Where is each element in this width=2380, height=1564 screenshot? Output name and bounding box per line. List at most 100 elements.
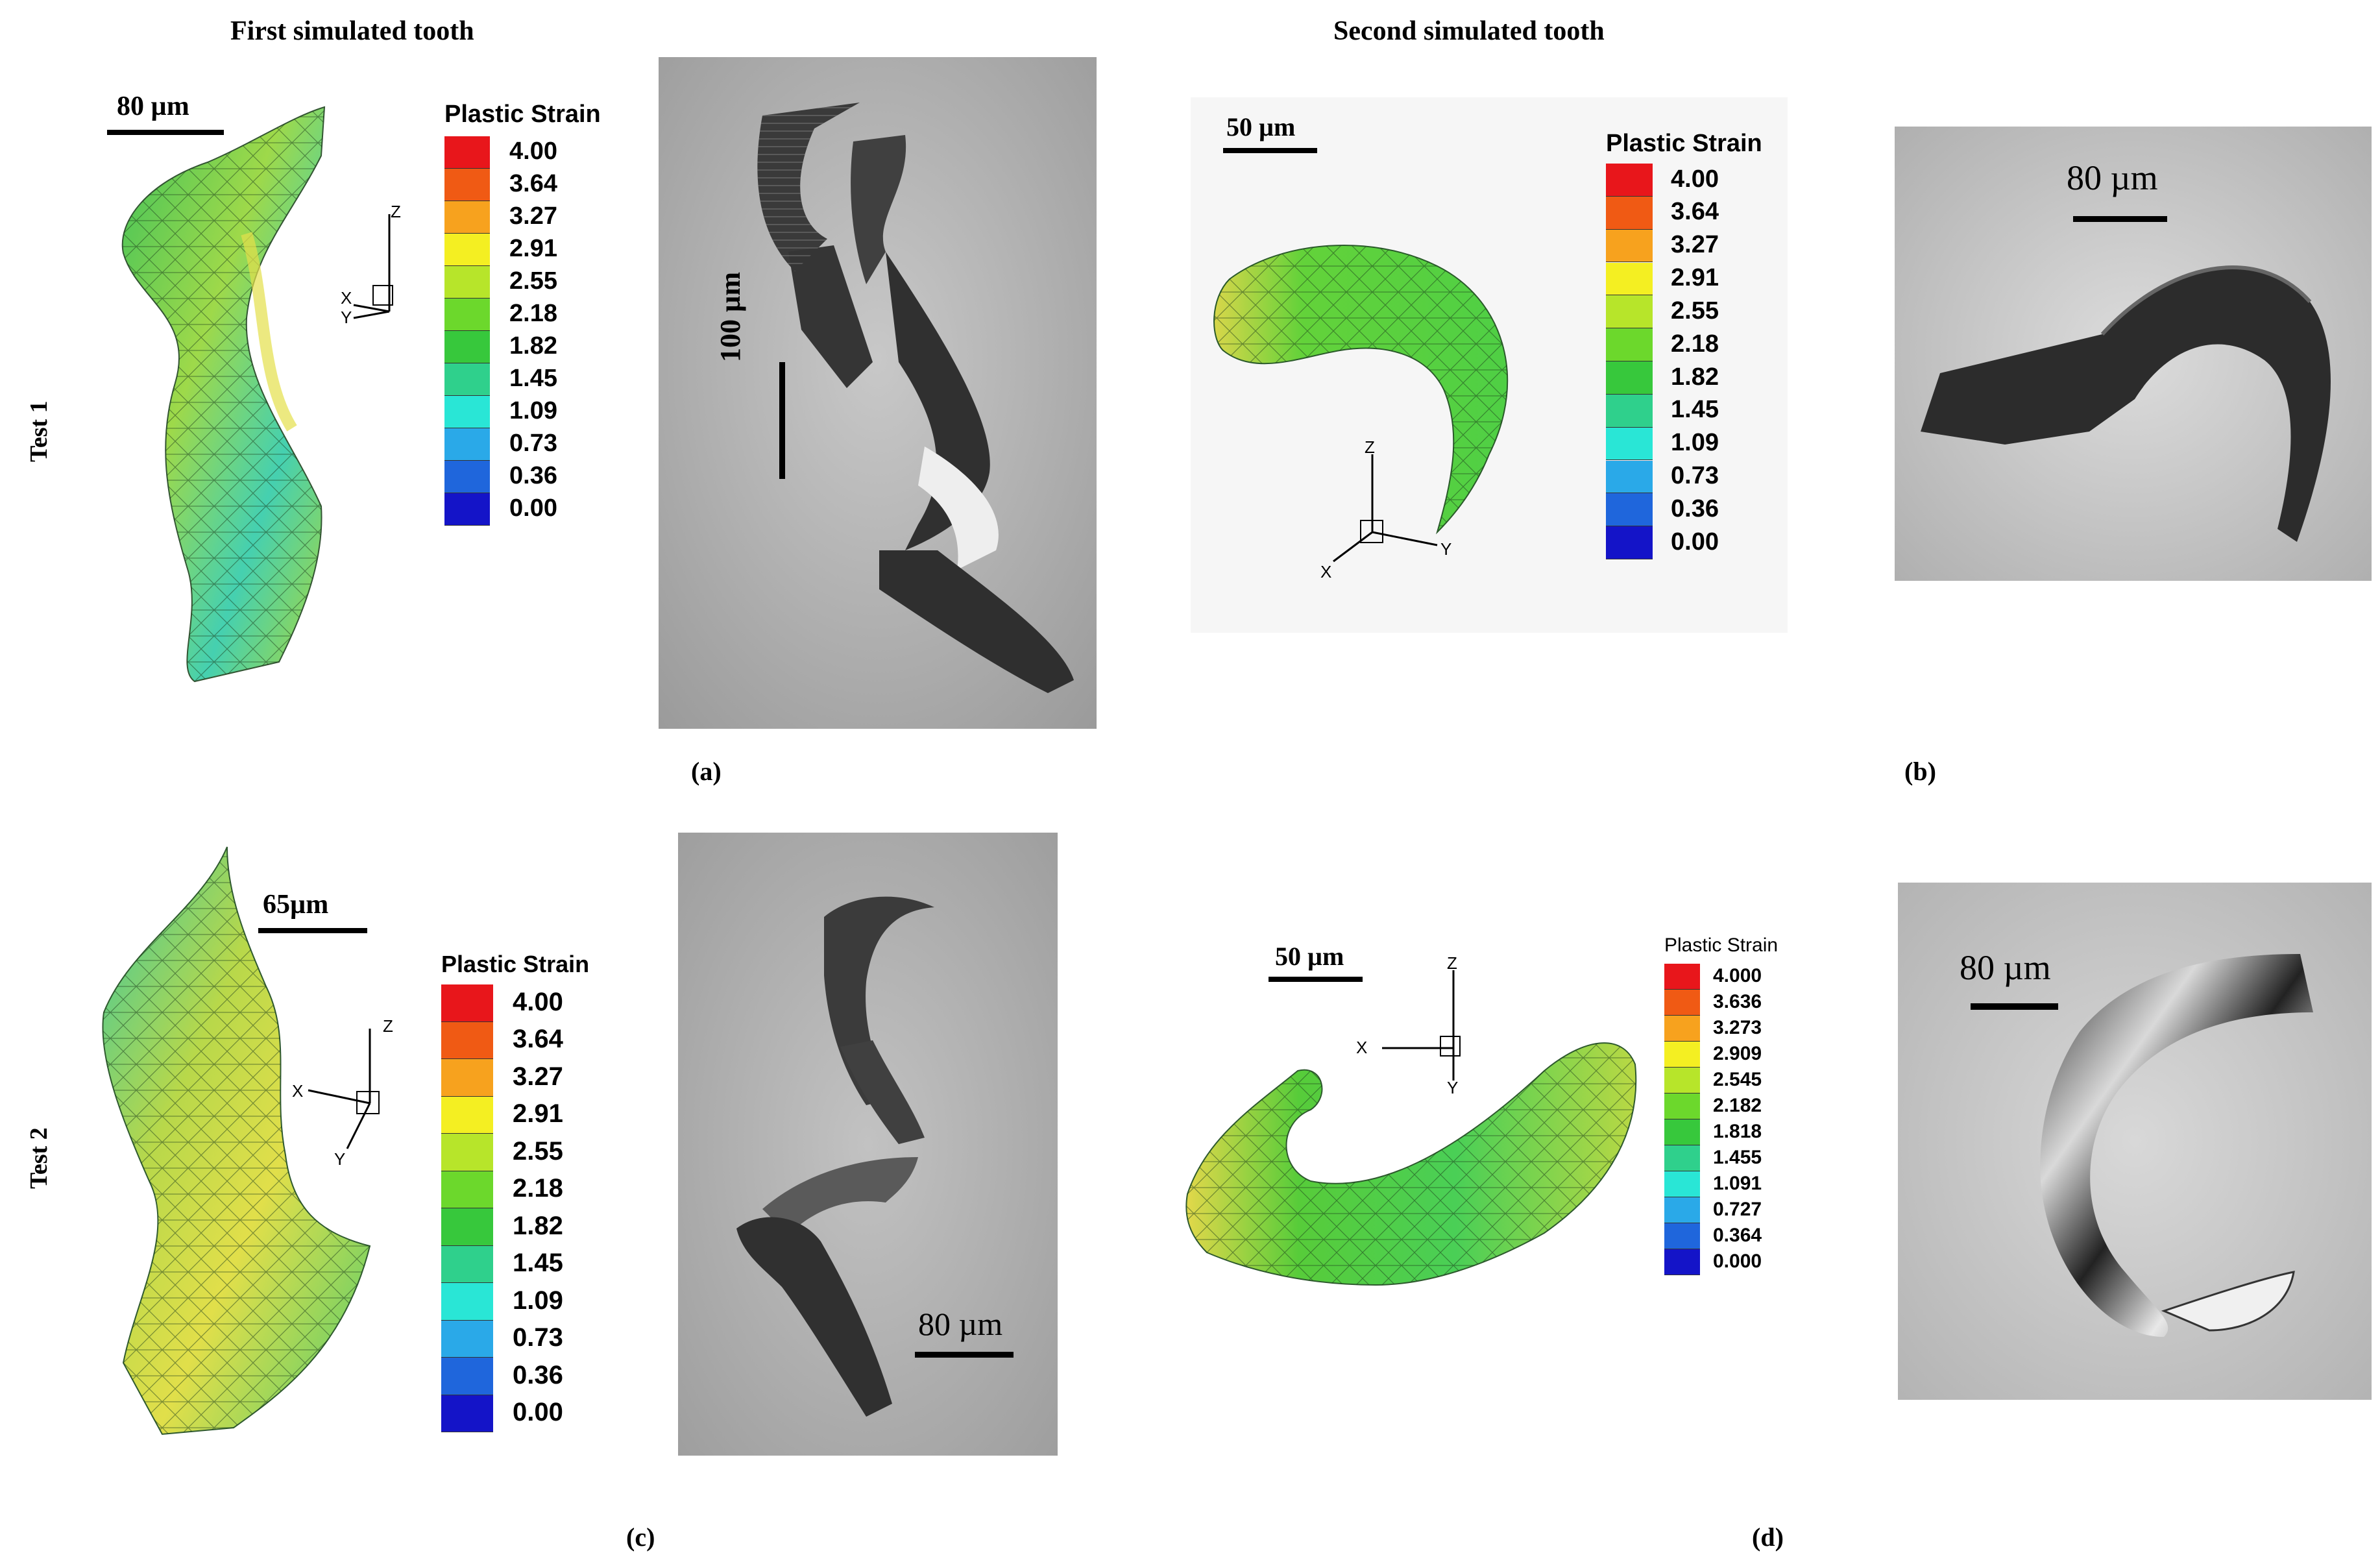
legend-value: 0.00 — [513, 1398, 563, 1427]
scale-label-d-sim: 50 µm — [1275, 942, 1344, 971]
legend-colorbar-a — [444, 136, 490, 526]
legend-value: 1.09 — [513, 1286, 563, 1315]
legend-value: 2.91 — [513, 1099, 563, 1129]
legend-swatch — [1606, 229, 1653, 263]
scale-label-b-photo: 80 µm — [2067, 158, 2158, 197]
axis-triad-b: Z Y X — [1320, 437, 1451, 581]
legend-swatch — [1606, 427, 1653, 461]
scale-bar-d-photo — [1971, 1003, 2058, 1010]
axis-y-label-a: Y — [341, 308, 352, 327]
panel-label-d: (d) — [1752, 1522, 1784, 1552]
legend-value: 1.82 — [509, 332, 557, 360]
legend-value: 0.36 — [513, 1360, 563, 1389]
axis-z-label-a: Z — [391, 202, 401, 221]
legend-swatch — [1664, 1119, 1700, 1145]
legend-colorbar-d — [1664, 964, 1700, 1275]
legend-value: 2.545 — [1713, 1069, 1762, 1090]
legend-swatch — [1606, 361, 1653, 395]
legend-value: 3.64 — [513, 1025, 563, 1054]
legend-value: 1.455 — [1713, 1147, 1762, 1168]
chip-photo-b — [1895, 127, 2372, 581]
photo-a: 100 µm — [659, 57, 1097, 729]
legend-b: Plastic Strain 4.00 3.64 3.27 2.91 2.55 2.18 1… — [1606, 130, 1788, 597]
row-label-test2: Test 2 — [25, 1127, 53, 1189]
legend-d: Plastic Strain 4.000 3.636 3.273 2.909 2.545… — [1664, 935, 1833, 1285]
legend-value: 1.82 — [513, 1211, 563, 1240]
simulated-chip-a — [121, 106, 326, 683]
legend-swatch — [444, 363, 490, 396]
legend-swatch — [441, 1208, 493, 1246]
scale-label-c-photo: 80 µm — [918, 1306, 1003, 1342]
photo-b: 80 µm — [1895, 127, 2372, 581]
chip-photo-d — [1898, 883, 2372, 1400]
legend-swatch — [441, 1096, 493, 1134]
legend-value: 2.909 — [1713, 1043, 1762, 1064]
legend-value: 2.91 — [1671, 264, 1719, 292]
legend-value: 2.18 — [509, 300, 557, 328]
legend-swatch — [1606, 196, 1653, 230]
scale-bar-d-sim — [1269, 977, 1363, 982]
scale-label-c-sim: 65µm — [263, 890, 329, 920]
axis-y-label-c: Y — [334, 1149, 345, 1169]
axis-x-label-c: X — [292, 1081, 303, 1101]
legend-swatch — [1664, 1171, 1700, 1197]
legend-swatch — [1664, 1016, 1700, 1042]
legend-swatch — [1606, 526, 1653, 559]
legend-value: 1.09 — [1671, 429, 1719, 457]
legend-value: 3.27 — [509, 202, 557, 230]
scale-bar-a-sim — [107, 130, 224, 135]
legend-swatch — [1664, 964, 1700, 990]
legend-swatch — [1606, 394, 1653, 428]
legend-swatch — [444, 493, 490, 526]
legend-swatch — [441, 1245, 493, 1283]
legend-values-a: 4.00 3.64 3.27 2.91 2.55 2.18 1.82 1.45 1.09 0.73… — [509, 136, 639, 526]
legend-swatch — [441, 1059, 493, 1097]
legend-swatch — [444, 169, 490, 201]
legend-swatch — [441, 1171, 493, 1208]
legend-value: 0.36 — [1671, 495, 1719, 522]
axis-x-label-d: X — [1356, 1038, 1367, 1057]
legend-swatch — [1606, 328, 1653, 361]
legend-values-b: 4.00 3.64 3.27 2.91 2.55 2.18 1.82 1.45 1.09 0.73… — [1671, 164, 1788, 559]
simulated-chip-c — [102, 846, 371, 1436]
axis-triad-a: Z X Y — [341, 202, 401, 327]
legend-swatch — [1606, 493, 1653, 527]
legend-swatch — [1664, 1197, 1700, 1223]
panel-label-b: (b) — [1904, 757, 1936, 786]
legend-value: 1.82 — [1671, 363, 1719, 391]
legend-swatch — [1664, 1042, 1700, 1068]
legend-value: 2.55 — [1671, 297, 1719, 324]
legend-value: 0.73 — [509, 430, 557, 458]
axis-z-label-c: Z — [383, 1016, 393, 1036]
legend-title-d: Plastic Strain — [1664, 935, 1779, 956]
legend-value: 0.364 — [1713, 1225, 1762, 1246]
panel-label-c: (c) — [626, 1522, 655, 1552]
legend-swatch — [444, 461, 490, 493]
scale-bar-c-photo — [915, 1352, 1014, 1358]
legend-a: Plastic Strain 4.00 3.64 3.27 2.91 2.55 2.18 1… — [444, 101, 639, 542]
axis-z-label-b: Z — [1365, 437, 1375, 457]
legend-value: 2.182 — [1713, 1095, 1762, 1116]
legend-swatch — [444, 331, 490, 363]
legend-swatch — [1664, 1094, 1700, 1119]
axis-y-label-d: Y — [1447, 1078, 1458, 1097]
legend-swatch — [444, 299, 490, 331]
scale-label-b-sim: 50 µm — [1226, 112, 1296, 141]
photo-c: 80 µm — [678, 833, 1058, 1456]
axis-x-label-b: X — [1320, 562, 1331, 581]
scale-label-a-photo: 100 µm — [714, 271, 746, 362]
chip-photo-c — [678, 833, 1058, 1456]
legend-value: 0.00 — [1671, 528, 1719, 556]
legend-values-d: 4.000 3.636 3.273 2.909 2.545 2.182 1.818 1.455… — [1713, 964, 1830, 1275]
legend-swatch — [444, 136, 490, 169]
legend-swatch — [444, 234, 490, 266]
legend-value: 2.18 — [513, 1174, 563, 1203]
legend-swatch — [1606, 460, 1653, 494]
scale-bar-c-sim — [258, 928, 367, 933]
axis-y-label-b: Y — [1440, 539, 1451, 559]
legend-value: 3.27 — [513, 1062, 563, 1091]
legend-swatch — [441, 1320, 493, 1358]
axis-triad-d: Z X Y — [1356, 953, 1461, 1097]
header-second-simulated-tooth: Second simulated tooth — [1333, 16, 1605, 46]
legend-value: 1.818 — [1713, 1121, 1762, 1142]
